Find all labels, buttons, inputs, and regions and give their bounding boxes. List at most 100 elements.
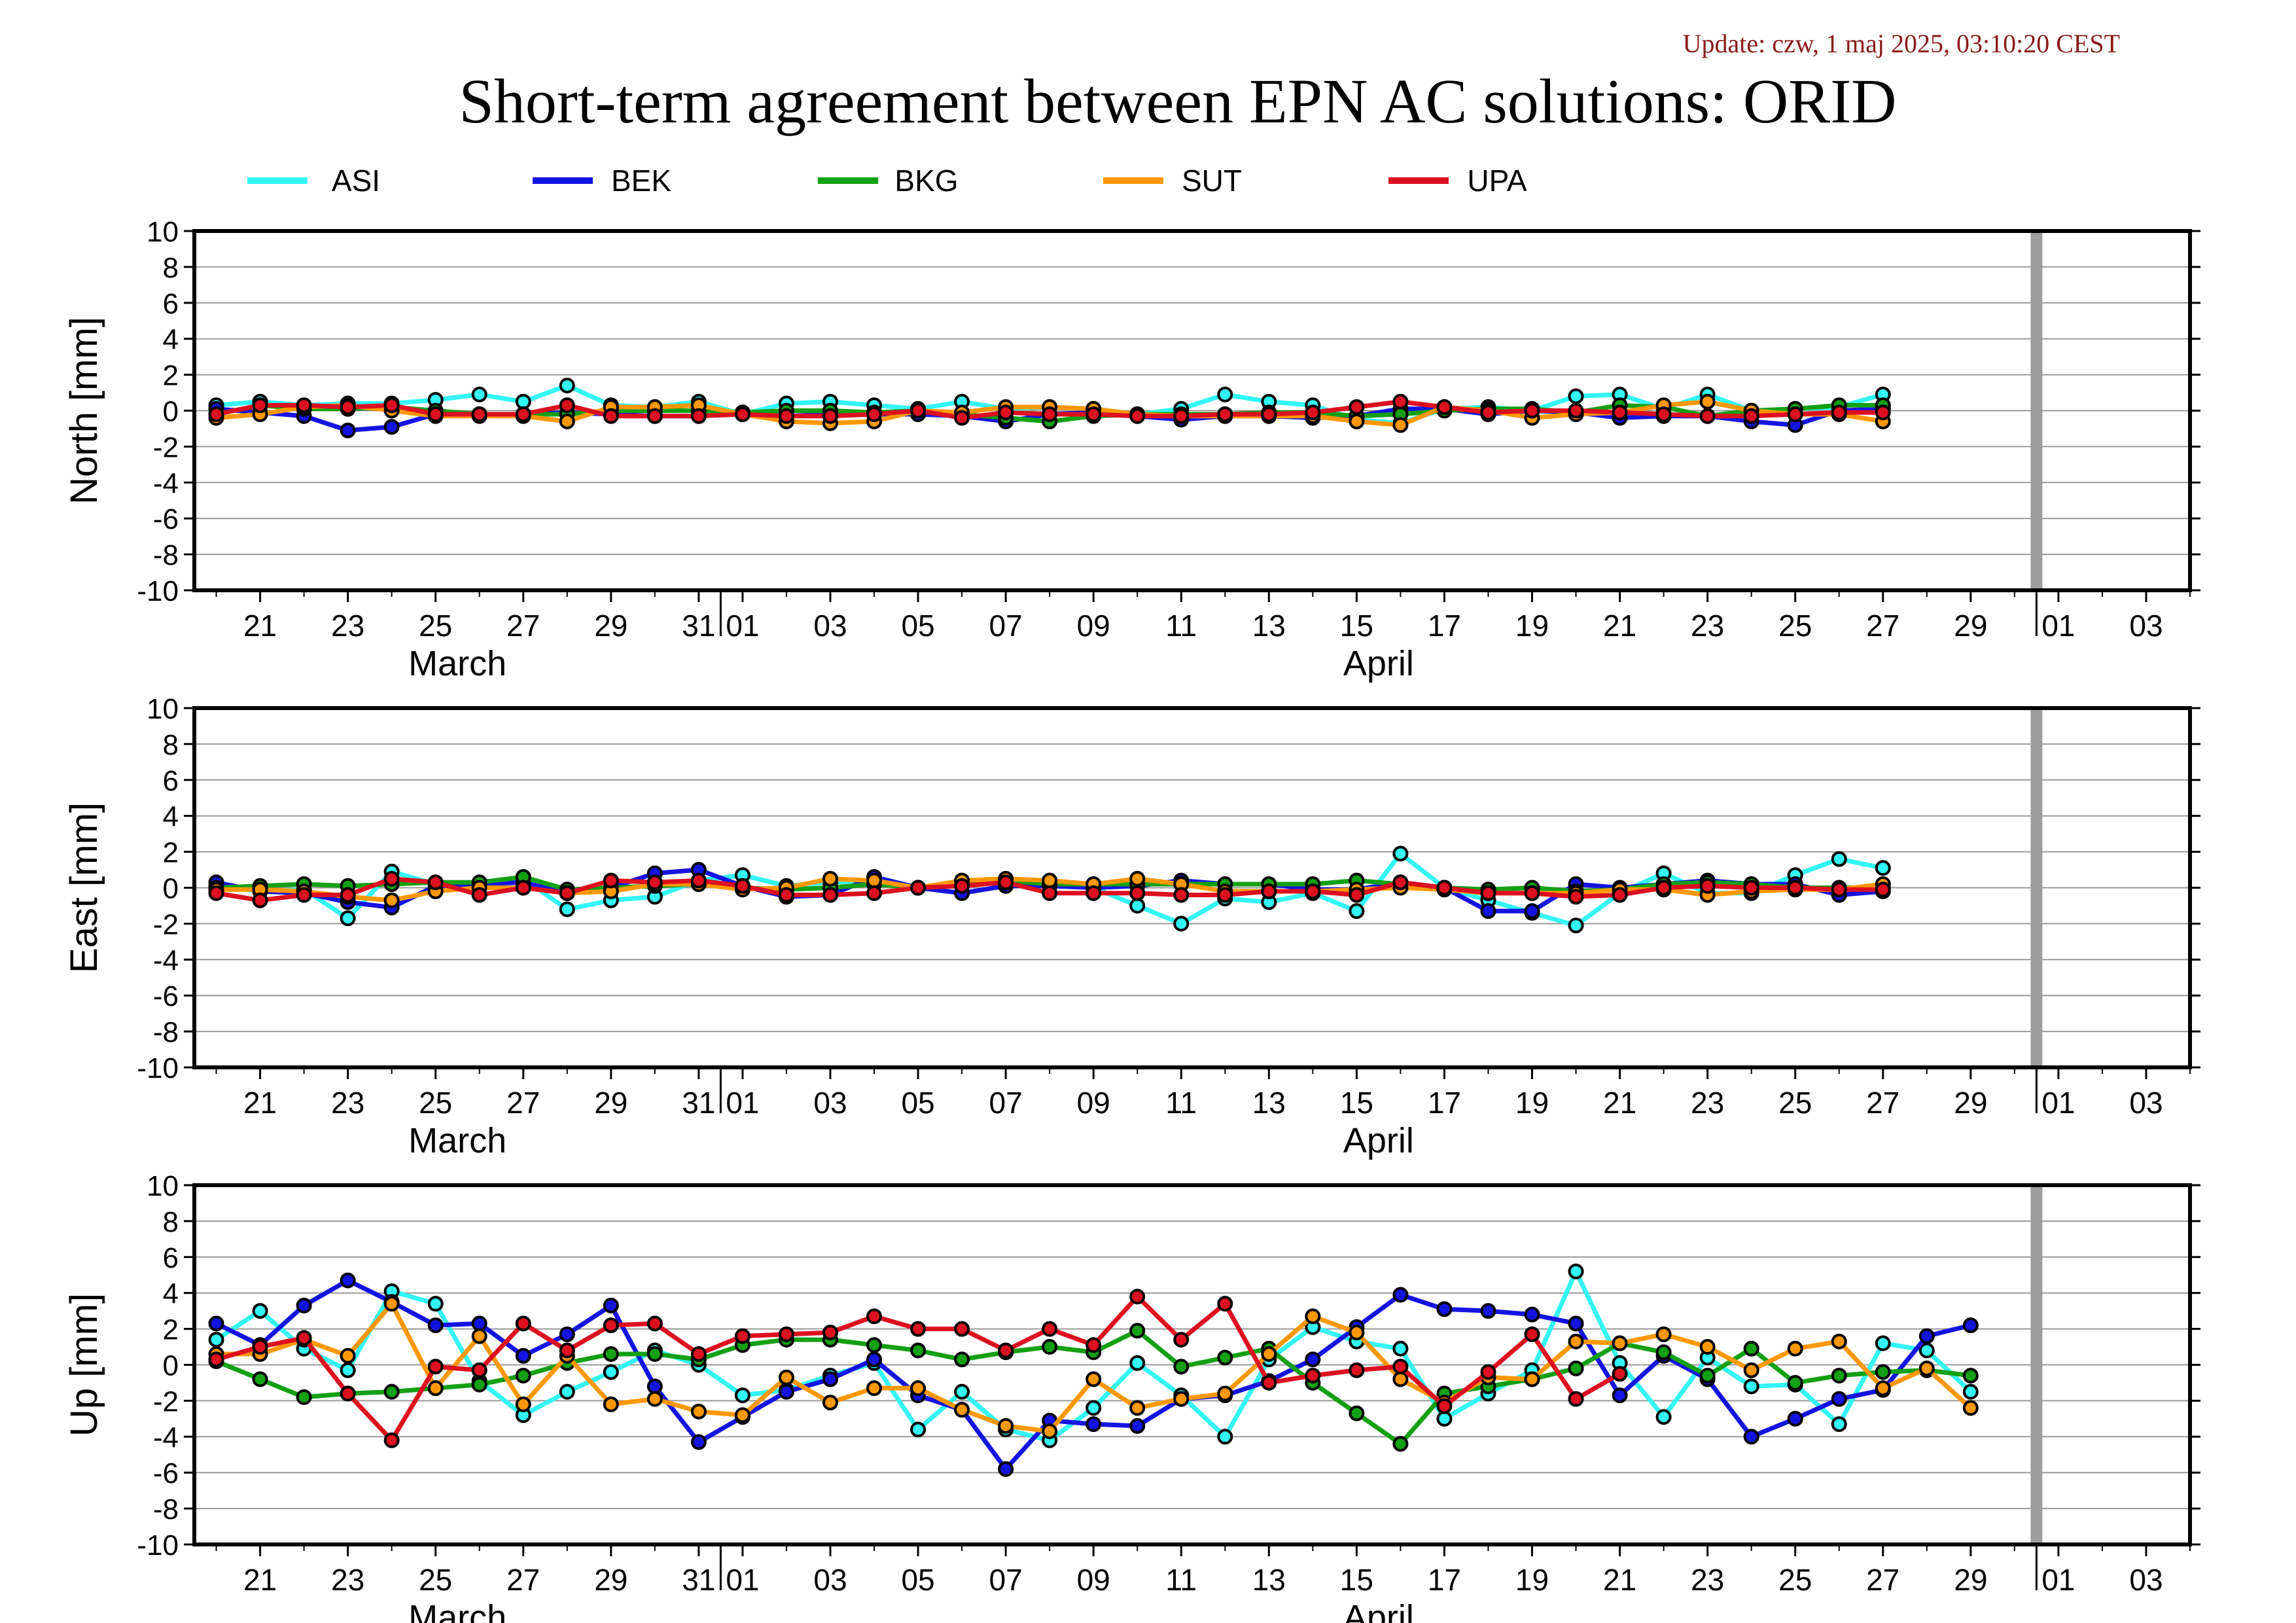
- data-point-bek: [1743, 1429, 1759, 1445]
- data-point-upa: [910, 402, 927, 419]
- data-point-sut: [340, 1347, 356, 1364]
- data-point-upa: [1831, 882, 1847, 898]
- y-tick-label: -10: [137, 575, 179, 607]
- data-point-upa: [1261, 1374, 1277, 1391]
- data-point-bek: [998, 1461, 1014, 1477]
- data-point-sut: [866, 1380, 883, 1397]
- data-point-sut: [383, 1296, 400, 1312]
- x-tick-label: 19: [1515, 1563, 1549, 1597]
- y-tick-label: 0: [163, 873, 179, 905]
- data-point-asi: [954, 1383, 970, 1400]
- data-point-bek: [1787, 1410, 1803, 1427]
- data-point-upa: [296, 397, 312, 414]
- month-label: March: [408, 644, 506, 683]
- data-point-bek: [515, 1347, 531, 1364]
- y-tick-label: -4: [153, 1421, 179, 1454]
- x-tick-label: 21: [243, 1086, 277, 1120]
- x-tick-label: 25: [419, 1563, 452, 1597]
- data-point-upa: [1129, 408, 1146, 424]
- data-point-bek: [1962, 1317, 1979, 1334]
- y-tick-label: 10: [147, 1170, 179, 1202]
- data-point-upa: [252, 1339, 268, 1355]
- data-point-sut: [1524, 1371, 1540, 1387]
- data-point-bek: [778, 1383, 794, 1400]
- data-point-upa: [734, 1328, 751, 1344]
- data-point-upa: [1217, 1296, 1233, 1312]
- data-point-upa: [208, 885, 224, 901]
- data-point-upa: [252, 892, 268, 908]
- data-point-asi: [515, 393, 531, 410]
- panel-east: 10 8 6 4 2 0-2 -4 -6 -8 -10 East [mm] 21 23 25 27 29 31 0…: [63, 693, 2200, 1160]
- data-point-bek: [340, 1272, 356, 1289]
- data-point-asi: [1392, 1340, 1409, 1357]
- x-tick-label: 09: [1077, 1563, 1110, 1597]
- data-point-asi: [252, 1303, 268, 1319]
- x-tick-label: 21: [1603, 609, 1636, 643]
- month-label: April: [1343, 1598, 1414, 1623]
- data-point-bkg: [1217, 1349, 1233, 1366]
- data-point-bek: [1480, 1303, 1496, 1319]
- data-point-asi: [910, 1421, 927, 1438]
- data-point-upa: [690, 1346, 707, 1363]
- data-point-upa: [1349, 887, 1365, 903]
- data-point-asi: [1568, 918, 1584, 934]
- data-point-sut: [559, 413, 575, 429]
- x-tick-label: 23: [331, 1563, 364, 1597]
- data-point-upa: [1875, 882, 1891, 898]
- data-point-upa: [646, 1315, 663, 1332]
- x-tick-label: 07: [989, 1563, 1023, 1597]
- data-point-sut: [383, 892, 400, 908]
- data-point-bek: [1392, 1287, 1409, 1303]
- data-point-asi: [603, 1364, 619, 1380]
- data-point-upa: [340, 399, 356, 416]
- data-point-asi: [559, 901, 575, 918]
- x-tick-label: 23: [331, 1086, 364, 1120]
- data-point-upa: [1480, 404, 1496, 421]
- data-point-sut: [1129, 870, 1146, 887]
- data-point-asi: [1875, 860, 1891, 876]
- x-tick-label: 05: [901, 1563, 934, 1597]
- data-point-asi: [1962, 1383, 1979, 1400]
- data-point-upa: [866, 406, 883, 422]
- data-point-upa: [1129, 1289, 1146, 1305]
- data-point-upa: [427, 874, 444, 891]
- data-point-asi: [1831, 1416, 1847, 1433]
- data-point-upa: [252, 397, 268, 414]
- data-point-bkg: [1042, 1339, 1058, 1355]
- x-tick-label: 29: [594, 1563, 627, 1597]
- x-tick-label: 25: [1778, 609, 1812, 643]
- data-point-upa: [1831, 404, 1847, 421]
- data-point-bkg: [1173, 1359, 1190, 1375]
- data-point-asi: [1086, 1400, 1102, 1416]
- data-point-upa: [559, 1342, 575, 1359]
- x-tick-label: 25: [1778, 1086, 1812, 1120]
- data-point-upa: [1086, 885, 1102, 901]
- data-point-upa: [1699, 408, 1716, 424]
- y-tick-label: -10: [137, 1529, 179, 1561]
- plot-frame: [192, 1183, 2192, 1546]
- data-point-bek: [866, 1351, 883, 1368]
- data-point-upa: [646, 874, 663, 891]
- data-point-upa: [1524, 1326, 1540, 1342]
- y-tick-label: -4: [153, 467, 179, 499]
- data-point-asi: [1918, 1342, 1935, 1359]
- data-point-bkg: [1787, 1374, 1803, 1391]
- data-point-bkg: [1831, 1367, 1847, 1383]
- x-tick-label: 27: [506, 1563, 540, 1597]
- data-point-bkg: [383, 1383, 400, 1400]
- data-point-upa: [690, 872, 707, 889]
- data-point-bek: [1305, 1351, 1321, 1368]
- y-tick-label: -6: [153, 980, 179, 1012]
- data-point-bek: [1129, 1418, 1146, 1434]
- data-point-upa: [910, 1321, 927, 1337]
- data-point-upa: [1086, 406, 1102, 422]
- panel-north: 10 8 6 4 2 0-2 -4 -6 -8 -10 North [mm] 21 23 25 27 29 31…: [63, 216, 2200, 683]
- data-point-upa: [1349, 1362, 1365, 1378]
- data-point-upa: [1042, 406, 1058, 422]
- data-point-upa: [1261, 406, 1277, 422]
- data-point-upa: [778, 408, 794, 424]
- y-tick-label: -6: [153, 503, 179, 535]
- data-point-upa: [603, 1317, 619, 1334]
- x-tick-label: 25: [419, 609, 452, 643]
